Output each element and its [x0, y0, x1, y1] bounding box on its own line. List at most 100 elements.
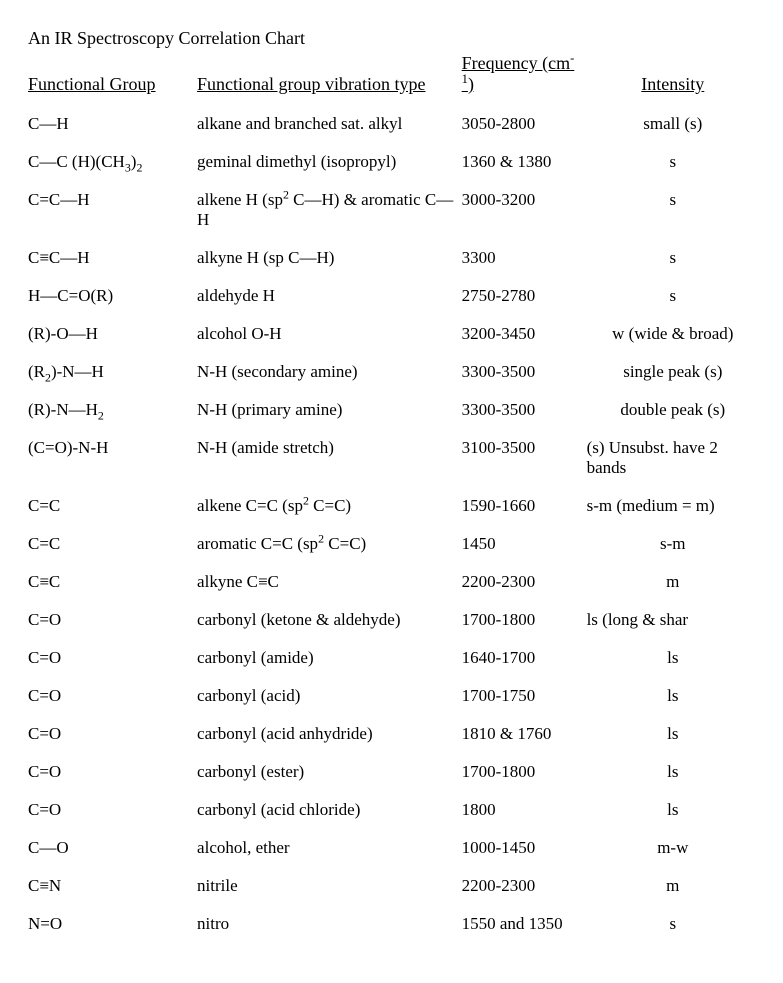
cell-functional-group: C=O	[28, 639, 197, 677]
cell-frequency: 1590-1660	[462, 487, 587, 525]
table-row: C—Halkane and branched sat. alkyl3050-28…	[28, 105, 763, 143]
cell-functional-group: N=O	[28, 905, 197, 943]
cell-intensity: s	[587, 277, 763, 315]
cell-functional-group: C=C—H	[28, 181, 197, 239]
table-row: N=Onitro1550 and 1350s	[28, 905, 763, 943]
table-row: C≡C—Halkyne H (sp C—H)3300s	[28, 239, 763, 277]
table-row: H—C=O(R)aldehyde H2750-2780s	[28, 277, 763, 315]
cell-functional-group: (R)-O—H	[28, 315, 197, 353]
cell-vibration-type: alkyne C≡C	[197, 563, 462, 601]
cell-frequency: 3100-3500	[462, 429, 587, 487]
cell-vibration-type: N-H (secondary amine)	[197, 353, 462, 391]
table-row: (R)-N—H2N-H (primary amine)3300-3500doub…	[28, 391, 763, 429]
cell-functional-group: C—O	[28, 829, 197, 867]
cell-frequency: 1700-1750	[462, 677, 587, 715]
cell-vibration-type: geminal dimethyl (isopropyl)	[197, 143, 462, 181]
table-row: C=Ocarbonyl (ketone & aldehyde)1700-1800…	[28, 601, 763, 639]
cell-functional-group: C≡C—H	[28, 239, 197, 277]
cell-functional-group: C—H	[28, 105, 197, 143]
cell-intensity: w (wide & broad)	[587, 315, 763, 353]
cell-frequency: 1800	[462, 791, 587, 829]
cell-functional-group: C=O	[28, 601, 197, 639]
chart-title: An IR Spectroscopy Correlation Chart	[28, 28, 763, 49]
cell-functional-group: H—C=O(R)	[28, 277, 197, 315]
cell-intensity: m-w	[587, 829, 763, 867]
cell-frequency: 3300-3500	[462, 353, 587, 391]
cell-functional-group: C=C	[28, 525, 197, 563]
cell-frequency: 1000-1450	[462, 829, 587, 867]
cell-vibration-type: carbonyl (acid anhydride)	[197, 715, 462, 753]
cell-intensity: s	[587, 143, 763, 181]
cell-vibration-type: alkane and branched sat. alkyl	[197, 105, 462, 143]
cell-frequency: 3300	[462, 239, 587, 277]
col-vibration-type: Functional group vibration type	[197, 51, 462, 105]
cell-intensity: (s) Unsubst. have 2 bands	[587, 429, 763, 487]
table-row: C=Ocarbonyl (ester)1700-1800ls	[28, 753, 763, 791]
table-row: C—C (H)(CH3)2geminal dimethyl (isopropyl…	[28, 143, 763, 181]
cell-intensity: ls (long & shar	[587, 601, 763, 639]
cell-vibration-type: N-H (primary amine)	[197, 391, 462, 429]
cell-frequency: 3200-3450	[462, 315, 587, 353]
cell-frequency: 1640-1700	[462, 639, 587, 677]
cell-intensity: s-m (medium = m)	[587, 487, 763, 525]
cell-vibration-type: carbonyl (acid chloride)	[197, 791, 462, 829]
cell-frequency: 1450	[462, 525, 587, 563]
cell-vibration-type: alkyne H (sp C—H)	[197, 239, 462, 277]
col-intensity: Intensity	[587, 51, 763, 105]
table-row: C=C—Halkene H (sp2 C—H) & aromatic C—H30…	[28, 181, 763, 239]
cell-vibration-type: alkene C=C (sp2 C=C)	[197, 487, 462, 525]
cell-functional-group: C=O	[28, 715, 197, 753]
cell-functional-group: (R2)-N—H	[28, 353, 197, 391]
cell-frequency: 2750-2780	[462, 277, 587, 315]
table-row: (R2)-N—HN-H (secondary amine)3300-3500si…	[28, 353, 763, 391]
table-row: (C=O)-N-HN-H (amide stretch)3100-3500(s)…	[28, 429, 763, 487]
cell-frequency: 1700-1800	[462, 753, 587, 791]
table-row: C=Caromatic C=C (sp2 C=C)1450s-m	[28, 525, 763, 563]
cell-intensity: small (s)	[587, 105, 763, 143]
table-row: C=Calkene C=C (sp2 C=C)1590-1660s-m (med…	[28, 487, 763, 525]
cell-intensity: s	[587, 239, 763, 277]
col-frequency: Frequency (cm-1)	[462, 51, 587, 105]
cell-frequency: 2200-2300	[462, 563, 587, 601]
cell-vibration-type: nitro	[197, 905, 462, 943]
cell-vibration-type: alkene H (sp2 C—H) & aromatic C—H	[197, 181, 462, 239]
cell-functional-group: C=O	[28, 753, 197, 791]
cell-intensity: ls	[587, 639, 763, 677]
ir-correlation-table: Functional Group Functional group vibrat…	[28, 51, 763, 943]
cell-frequency: 1360 & 1380	[462, 143, 587, 181]
table-row: C=Ocarbonyl (acid anhydride)1810 & 1760l…	[28, 715, 763, 753]
cell-functional-group: C—C (H)(CH3)2	[28, 143, 197, 181]
cell-intensity: ls	[587, 677, 763, 715]
table-row: C=Ocarbonyl (amide)1640-1700ls	[28, 639, 763, 677]
table-header-row: Functional Group Functional group vibrat…	[28, 51, 763, 105]
cell-vibration-type: carbonyl (amide)	[197, 639, 462, 677]
cell-functional-group: C=C	[28, 487, 197, 525]
cell-frequency: 3050-2800	[462, 105, 587, 143]
table-row: C≡Nnitrile2200-2300m	[28, 867, 763, 905]
cell-functional-group: C=O	[28, 791, 197, 829]
cell-vibration-type: carbonyl (ester)	[197, 753, 462, 791]
table-body: C—Halkane and branched sat. alkyl3050-28…	[28, 105, 763, 943]
cell-intensity: single peak (s)	[587, 353, 763, 391]
cell-intensity: ls	[587, 753, 763, 791]
cell-frequency: 1810 & 1760	[462, 715, 587, 753]
cell-vibration-type: nitrile	[197, 867, 462, 905]
table-row: C—Oalcohol, ether1000-1450m-w	[28, 829, 763, 867]
table-row: C=Ocarbonyl (acid)1700-1750ls	[28, 677, 763, 715]
cell-functional-group: (C=O)-N-H	[28, 429, 197, 487]
cell-functional-group: C≡N	[28, 867, 197, 905]
table-row: C≡Calkyne C≡C2200-2300m	[28, 563, 763, 601]
cell-functional-group: C≡C	[28, 563, 197, 601]
cell-frequency: 2200-2300	[462, 867, 587, 905]
cell-intensity: ls	[587, 715, 763, 753]
cell-intensity: m	[587, 563, 763, 601]
cell-intensity: s	[587, 905, 763, 943]
cell-vibration-type: alcohol, ether	[197, 829, 462, 867]
cell-vibration-type: carbonyl (acid)	[197, 677, 462, 715]
col-functional-group: Functional Group	[28, 51, 197, 105]
cell-intensity: m	[587, 867, 763, 905]
cell-vibration-type: aldehyde H	[197, 277, 462, 315]
cell-functional-group: (R)-N—H2	[28, 391, 197, 429]
cell-vibration-type: alcohol O-H	[197, 315, 462, 353]
cell-vibration-type: N-H (amide stretch)	[197, 429, 462, 487]
